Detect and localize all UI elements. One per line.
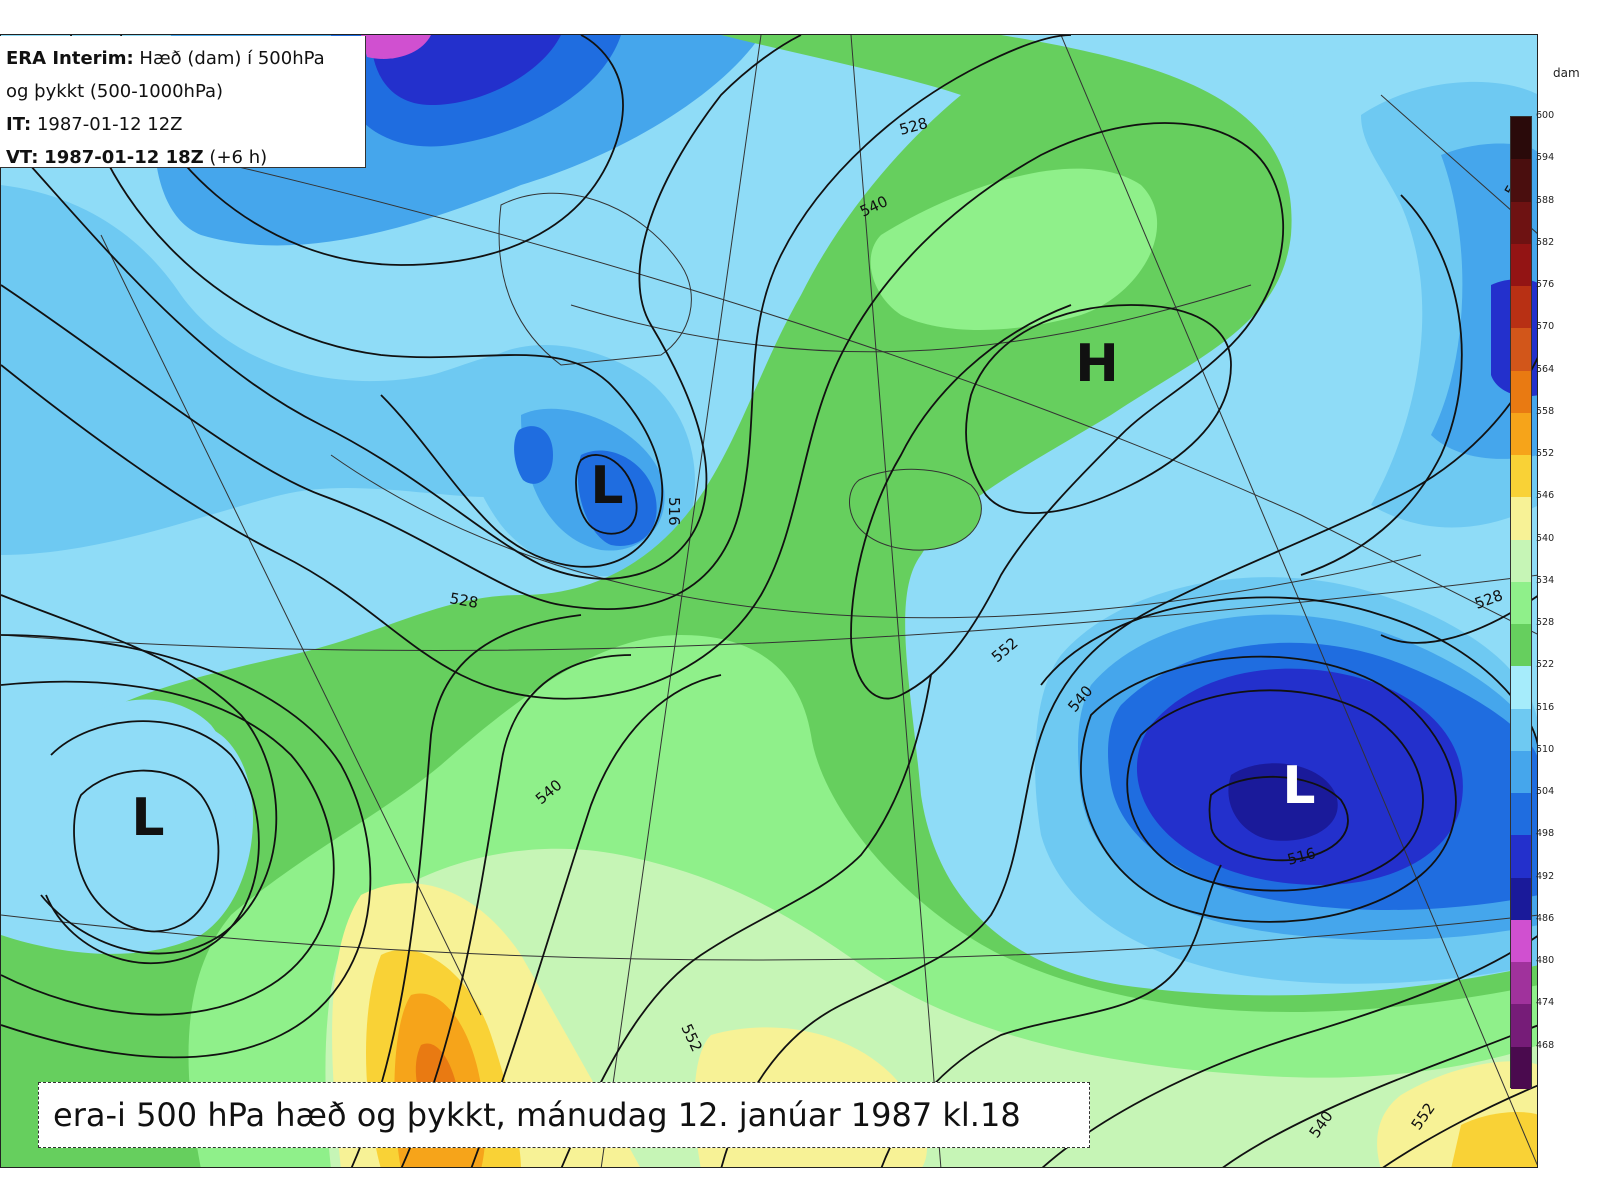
colorbar-tick-label: 582 xyxy=(1536,236,1555,248)
colorbar-swatch xyxy=(1511,370,1531,414)
colorbar-swatch xyxy=(1511,708,1531,752)
colorbar-swatch xyxy=(1511,286,1531,329)
colorbar-swatch xyxy=(1511,497,1531,541)
colorbar-tick-label: 576 xyxy=(1536,279,1555,291)
colorbar-swatch xyxy=(1511,750,1531,794)
initial-time: 1987-01-12 12Z xyxy=(36,114,183,135)
map-info-box: ERA Interim: Hæð (dam) í 500hPa og þykkt… xyxy=(0,36,366,168)
colorbar xyxy=(1510,116,1532,1090)
colorbar-tick-label: 588 xyxy=(1536,194,1555,206)
colorbar-swatch xyxy=(1511,1046,1531,1090)
legend-unit: dam xyxy=(1553,66,1580,80)
colorbar-tick-label: 510 xyxy=(1536,743,1555,755)
colorbar-tick-label: 600 xyxy=(1536,110,1555,121)
colorbar-swatch xyxy=(1511,793,1531,836)
colorbar-swatch xyxy=(1511,1004,1531,1048)
colorbar-swatch xyxy=(1511,159,1531,202)
colorbar-tick-label: 504 xyxy=(1536,786,1555,798)
colorbar-swatch xyxy=(1511,666,1531,710)
colorbar-tick-label: 552 xyxy=(1536,448,1555,460)
colorbar-tick-label: 468 xyxy=(1536,1039,1555,1051)
colorbar-tick-label: 492 xyxy=(1536,870,1555,882)
colorbar-swatch xyxy=(1511,962,1531,1005)
colorbar-swatch xyxy=(1511,581,1531,625)
colorbar-tick-label: 546 xyxy=(1536,490,1555,502)
colorbar-tick-label: 522 xyxy=(1536,659,1555,671)
colorbar-swatch xyxy=(1511,835,1531,879)
contour-label: 528 xyxy=(448,589,479,612)
colorbar-swatch xyxy=(1511,877,1531,921)
colorbar-tick-label: 480 xyxy=(1536,955,1555,967)
colorbar-swatch xyxy=(1511,328,1531,372)
model-name: ERA Interim: xyxy=(6,48,134,69)
vt-label: VT: xyxy=(6,147,39,168)
colorbar-swatch xyxy=(1511,919,1531,963)
field-description-2: og þykkt (500-1000hPa) xyxy=(6,81,224,102)
colorbar-tick-label: 534 xyxy=(1536,574,1555,586)
valid-time: 1987-01-12 18Z xyxy=(44,147,204,168)
colorbar-tick-label: 486 xyxy=(1536,912,1555,924)
colorbar-tick-label: 528 xyxy=(1536,617,1555,629)
colorbar-swatch xyxy=(1511,624,1531,667)
it-label: IT: xyxy=(6,114,32,135)
weather-map: 528 540 516 528 552 540 540 528 516 552 … xyxy=(0,34,1538,1168)
colorbar-swatch xyxy=(1511,201,1531,245)
map-canvas: 528 540 516 528 552 540 540 528 516 552 … xyxy=(1,35,1537,1167)
colorbar-swatch xyxy=(1511,412,1531,456)
map-caption: era-i 500 hPa hæð og þykkt, mánudag 12. … xyxy=(38,1082,1090,1148)
colorbar-tick-label: 474 xyxy=(1536,997,1555,1009)
colorbar-tick-label: 570 xyxy=(1536,321,1555,333)
colorbar-tick-label: 564 xyxy=(1536,363,1555,375)
colorbar-tick-label: 516 xyxy=(1536,701,1555,713)
colorbar-swatch xyxy=(1511,455,1531,498)
contour-label: 516 xyxy=(665,497,683,526)
colorbar-swatch xyxy=(1511,539,1531,583)
colorbar-tick-label: 594 xyxy=(1536,152,1555,164)
colorbar-tick-label: 558 xyxy=(1536,405,1555,417)
high-pressure-label: H xyxy=(1075,334,1119,394)
colorbar-tick-label: 540 xyxy=(1536,532,1555,544)
colorbar-tick-label: 498 xyxy=(1536,828,1555,840)
low-pressure-label: L xyxy=(1282,756,1315,816)
low-pressure-label: L xyxy=(131,788,164,848)
field-description: Hæð (dam) í 500hPa xyxy=(139,48,325,69)
forecast-offset: (+6 h) xyxy=(209,147,268,168)
low-pressure-label: L xyxy=(590,456,623,516)
colorbar-swatch xyxy=(1511,117,1531,160)
colorbar-swatch xyxy=(1511,243,1531,287)
